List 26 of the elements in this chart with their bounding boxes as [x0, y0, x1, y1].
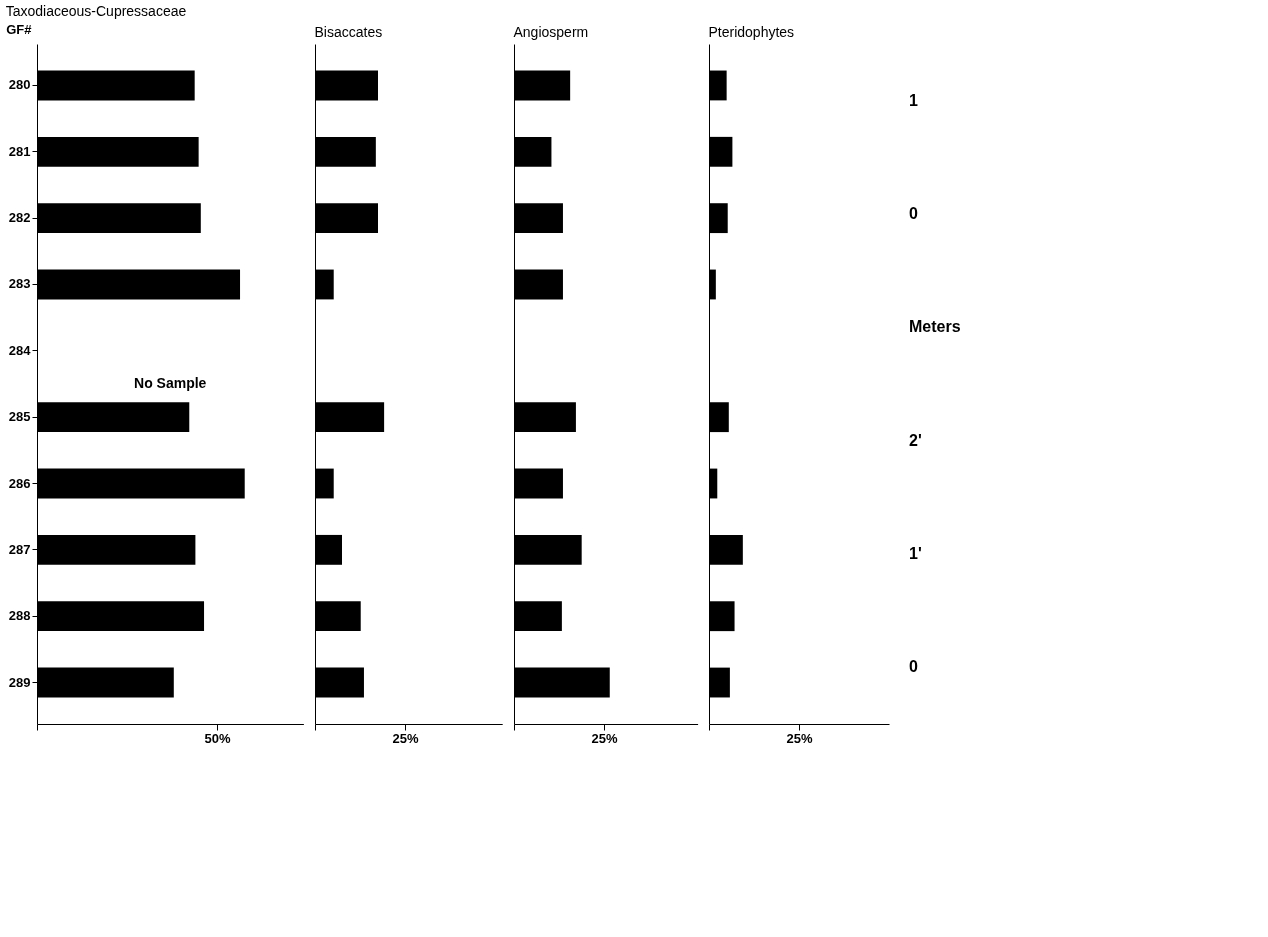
text: 0 — [909, 658, 918, 676]
y-axis-title: GF# — [6, 21, 33, 37]
y-tick-label: 282 — [8, 210, 31, 226]
x-tick-label: 50% — [204, 730, 231, 746]
y-tick-label: 288 — [8, 608, 31, 624]
chart-title: Angiosperm — [513, 24, 589, 40]
y-tick-label: 284 — [8, 342, 32, 358]
text: 1' — [909, 545, 922, 562]
text: 2' — [909, 431, 922, 449]
y-tick-label: 286 — [8, 475, 31, 491]
annotation: No Sample — [134, 375, 207, 391]
y-tick-label: 283 — [8, 276, 31, 292]
text: 0 — [909, 205, 918, 222]
text: 1 — [909, 91, 918, 109]
y-tick-label: 285 — [8, 409, 31, 425]
x-tick-label: 25% — [591, 730, 618, 746]
chart-title: Pteridophytes — [708, 24, 795, 40]
text: Meters — [909, 318, 961, 336]
chart-title: Bisaccates — [314, 24, 383, 40]
chart-title: Taxodiaceous-Cupressaceae — [5, 3, 187, 19]
x-tick-label: 25% — [786, 730, 813, 746]
y-tick-label: 289 — [8, 674, 31, 690]
y-tick-label: 280 — [8, 77, 31, 93]
y-tick-label: 281 — [8, 143, 31, 159]
x-tick-label: 25% — [392, 730, 419, 746]
y-tick-label: 287 — [8, 541, 31, 557]
